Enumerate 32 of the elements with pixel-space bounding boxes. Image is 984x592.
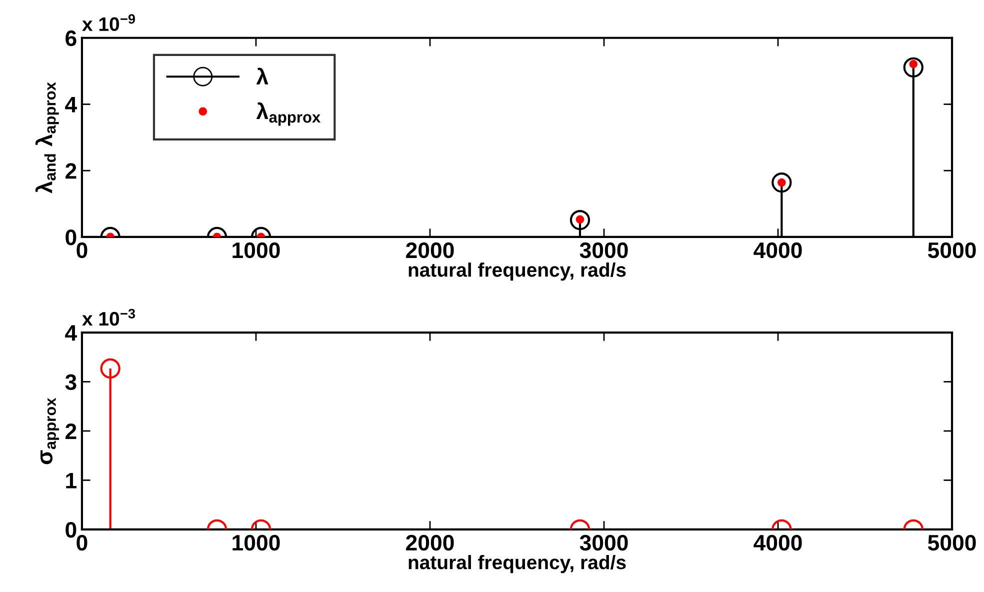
y-tick-label: 6 (66, 30, 76, 46)
y-tick-label: 1 (66, 472, 76, 488)
legend-label: λ (256, 68, 268, 84)
x-tick-label: 4000 (754, 242, 802, 258)
x-tick-label: 4000 (754, 534, 802, 551)
y-axis-title: σ$_{approx}$ (40, 398, 60, 464)
y-axis-title: λ$_{and}$ λ$_{approx}$ (35, 82, 59, 194)
point (772, 172, 792, 193)
y-tick-label: 2 (66, 424, 76, 440)
x-axis-title: natural frequency, rad/s (408, 262, 626, 281)
x-tick-label: 2000 (406, 242, 454, 258)
x-axis-title: natural frequency, rad/s (408, 555, 626, 574)
text: x 10$^{−3}$ (82, 308, 136, 326)
text: x 10$^{−9}$ (82, 14, 136, 32)
x-tick-label: 5000 (928, 534, 976, 551)
y-tick-label: 2 (66, 163, 76, 179)
x-tick-label: 2000 (406, 534, 454, 551)
point (570, 210, 590, 230)
y-tick-label: 0 (66, 230, 76, 246)
x-tick-label: 1000 (232, 242, 280, 258)
y-tick-label: 4 (65, 97, 77, 112)
y-tick-label: 3 (65, 374, 76, 390)
x-tick-label: 3000 (580, 534, 628, 551)
x-tick-label: 5000 (928, 242, 976, 258)
x-tick-label: 0 (76, 242, 88, 258)
y-tick-label: 4 (65, 325, 77, 341)
x-tick-label: 3000 (580, 242, 628, 258)
x-tick-label: 0 (76, 534, 88, 551)
point (903, 57, 924, 78)
y-tick-label: 0 (66, 522, 76, 538)
legend-label: λ$_{approx}$ (256, 102, 321, 126)
x-tick-label: 1000 (232, 534, 280, 551)
